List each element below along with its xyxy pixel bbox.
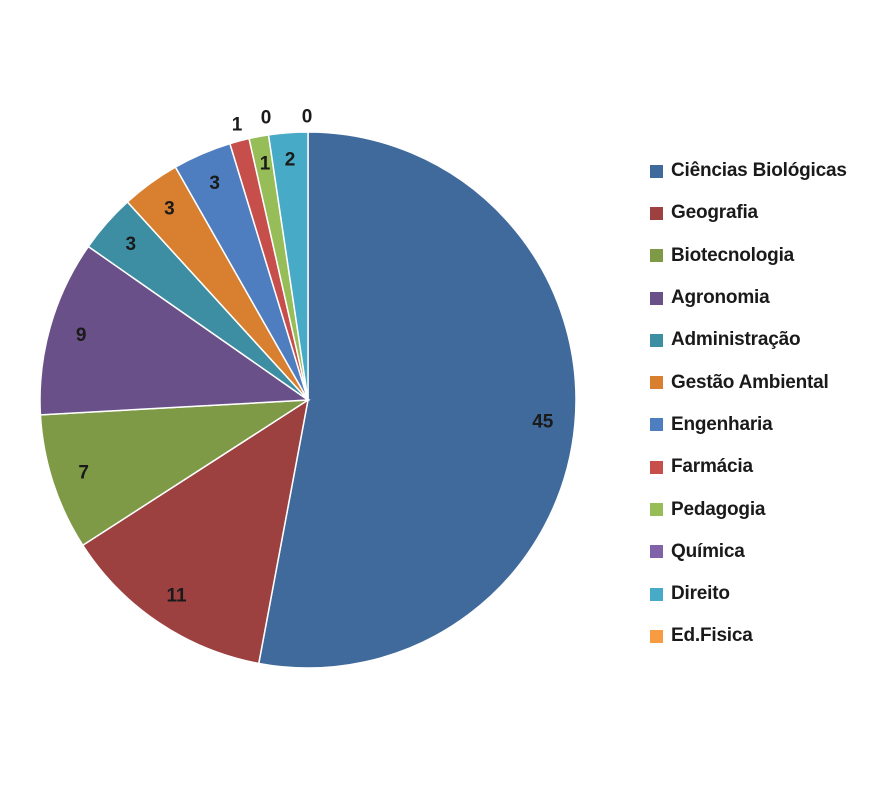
legend-item: Química — [650, 531, 865, 573]
legend-item: Pedagogia — [650, 488, 865, 530]
legend-item: Farmácia — [650, 446, 865, 488]
legend-label: Ciências Biológicas — [671, 160, 847, 182]
data-label: 2 — [285, 150, 296, 171]
legend-label: Direito — [671, 583, 730, 605]
legend-item: Ed.Fisica — [650, 615, 865, 657]
data-label: 0 — [302, 107, 313, 128]
legend-label: Administração — [671, 329, 801, 351]
legend-label: Geografia — [671, 202, 758, 224]
pie-slices — [39, 131, 577, 669]
pie-slice — [81, 398, 310, 665]
legend-item: Administração — [650, 319, 865, 361]
legend-label: Farmácia — [671, 456, 753, 478]
legend-label: Química — [671, 540, 745, 562]
legend-swatch — [650, 545, 663, 559]
legend-swatch — [650, 376, 663, 390]
legend-swatch — [650, 460, 663, 474]
legend-label: Agronomia — [671, 287, 770, 309]
legend-item: Agronomia — [650, 277, 865, 319]
pie-slice — [39, 399, 311, 547]
legend-swatch — [650, 291, 663, 305]
legend-item: Biotecnologia — [650, 235, 865, 277]
legend-item: Gestão Ambiental — [650, 361, 865, 403]
legend-swatch — [650, 333, 663, 347]
legend-swatch — [650, 503, 663, 517]
legend-label: Engenharia — [671, 413, 773, 435]
data-label: 0 — [261, 108, 272, 129]
legend-label: Biotecnologia — [671, 244, 795, 266]
data-label: 9 — [76, 325, 87, 346]
legend-item: Engenharia — [650, 404, 865, 446]
legend-item: Ciências Biológicas — [650, 150, 865, 192]
legend-label: Pedagogia — [671, 498, 766, 520]
data-label: 3 — [126, 234, 137, 255]
legend-swatch — [650, 418, 663, 432]
legend-swatch — [650, 629, 663, 643]
legend-swatch — [650, 587, 663, 601]
legend-item: Direito — [650, 573, 865, 615]
pie-slice — [39, 245, 311, 416]
legend-swatch — [650, 164, 663, 178]
legend-swatch — [650, 249, 663, 263]
data-label: 7 — [78, 462, 89, 483]
pie-slice — [257, 131, 577, 669]
legend-swatch — [650, 206, 663, 220]
legend-label: Ed.Fisica — [671, 625, 753, 647]
data-label: 1 — [260, 154, 271, 175]
data-label: 1 — [232, 115, 243, 136]
legend: Ciências Biológicas Geografia Biotecnologi… — [650, 150, 865, 658]
data-label: 45 — [532, 411, 554, 432]
legend-label: Gestão Ambiental — [671, 371, 829, 393]
data-label: 3 — [164, 199, 175, 220]
data-label: 11 — [166, 585, 187, 606]
data-label: 3 — [209, 173, 220, 194]
legend-item: Geografia — [650, 192, 865, 234]
pie-slice — [267, 131, 309, 401]
